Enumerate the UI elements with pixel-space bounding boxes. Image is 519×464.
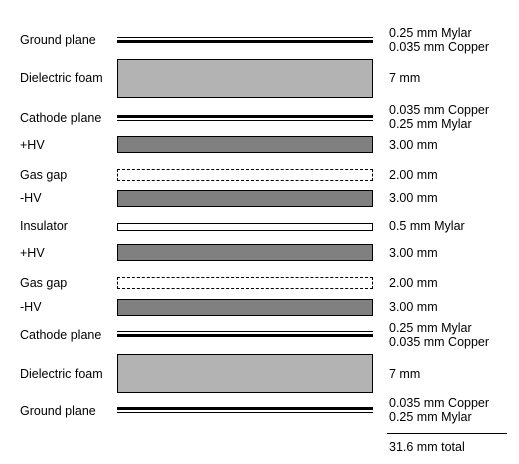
layer-thickness-dielectric-foam: 7 mm — [389, 367, 420, 381]
layer-thickness-gas-gap: 2.00 mm — [389, 276, 438, 290]
layer-label-cathode-plane: Cathode plane — [20, 111, 102, 125]
layer-thickness-insulator: 0.5 mm Mylar — [389, 219, 465, 233]
thickness-line: 0.035 mm Copper — [389, 335, 490, 349]
layer-label-gas-gap: Gas gap — [20, 168, 68, 182]
layer-label-dielectric-foam: Dielectric foam — [20, 367, 103, 381]
thickness-line: 0.035 mm Copper — [389, 103, 490, 117]
thickness-line: 0.25 mm Mylar — [389, 321, 472, 335]
layer-thickness-hv: 3.00 mm — [389, 300, 438, 314]
layer-thickness-hv: 3.00 mm — [389, 246, 438, 260]
layer-label-hv: -HV — [20, 300, 42, 314]
layer-label-hv: +HV — [20, 138, 45, 152]
thickness-line: 3.00 mm — [389, 138, 438, 152]
layer-label-dielectric-foam: Dielectric foam — [20, 71, 103, 85]
layer-bar-dielectric-foam — [117, 354, 373, 393]
layer-label-ground-plane: Ground plane — [20, 404, 96, 418]
thickness-line: 0.25 mm Mylar — [389, 26, 472, 40]
total-thickness-label: 31.6 mm total — [389, 440, 465, 454]
layer-bar-hv — [117, 190, 373, 207]
thickness-line: 0.25 mm Mylar — [389, 410, 472, 424]
layer-thickness-cathode-plane: 0.25 mm Mylar 0.035 mm Copper — [389, 321, 489, 349]
thickness-line: 0.25 mm Mylar — [389, 117, 472, 131]
thickness-line: 0.035 mm Copper — [389, 396, 490, 410]
layer-bar-gas-gap — [117, 277, 373, 289]
layer-thickness-ground-plane: 0.25 mm Mylar 0.035 mm Copper — [389, 26, 489, 54]
layer-bar-ground-plane — [117, 37, 373, 43]
layer-label-insulator: Insulator — [20, 219, 68, 233]
layer-label-cathode-plane: Cathode plane — [20, 328, 102, 342]
layer-bar-gas-gap — [117, 169, 373, 181]
thickness-line: 3.00 mm — [389, 246, 438, 260]
layer-thickness-gas-gap: 2.00 mm — [389, 168, 438, 182]
layer-thickness-cathode-plane: 0.035 mm Copper 0.25 mm Mylar — [389, 103, 489, 131]
layer-thickness-hv: 3.00 mm — [389, 191, 438, 205]
thickness-line: 3.00 mm — [389, 300, 438, 314]
layer-label-gas-gap: Gas gap — [20, 276, 68, 290]
thickness-line: 3.00 mm — [389, 191, 438, 205]
layer-thickness-hv: 3.00 mm — [389, 138, 438, 152]
layer-thickness-ground-plane: 0.035 mm Copper 0.25 mm Mylar — [389, 396, 489, 424]
layer-label-hv: +HV — [20, 246, 45, 260]
layer-bar-hv — [117, 299, 373, 316]
layer-label-hv: -HV — [20, 191, 42, 205]
thickness-line: 7 mm — [389, 367, 421, 381]
total-divider-line — [387, 433, 507, 434]
layer-label-ground-plane: Ground plane — [20, 33, 96, 47]
thickness-line: 7 mm — [389, 71, 421, 85]
thickness-line: 0.5 mm Mylar — [389, 219, 465, 233]
layer-bar-dielectric-foam — [117, 59, 373, 98]
layer-bar-cathode-plane — [117, 115, 373, 121]
thickness-line: 0.035 mm Copper — [389, 40, 490, 54]
layer-bar-cathode-plane — [117, 331, 373, 337]
layer-bar-hv — [117, 244, 373, 261]
layer-thickness-dielectric-foam: 7 mm — [389, 71, 420, 85]
layer-bar-ground-plane — [117, 407, 373, 413]
layer-bar-hv — [117, 136, 373, 153]
thickness-line: 2.00 mm — [389, 168, 438, 182]
layer-bar-insulator — [117, 223, 373, 231]
thickness-line: 2.00 mm — [389, 276, 438, 290]
